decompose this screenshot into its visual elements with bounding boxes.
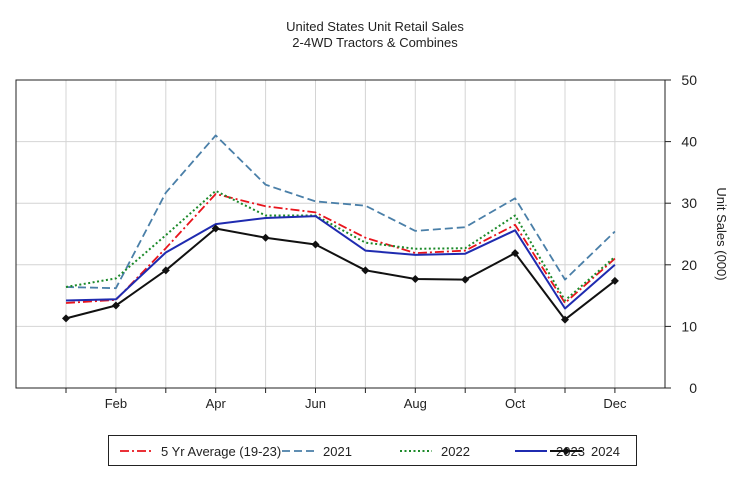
chart-title: United States Unit Retail Sales [286, 19, 464, 34]
legend-swatch [282, 450, 314, 452]
legend-label: 2022 [441, 443, 470, 459]
chart-title-block: United States Unit Retail Sales 2-4WD Tr… [0, 19, 750, 51]
data-point-marker [610, 276, 619, 285]
x-tick-label: Oct [505, 396, 526, 411]
data-point-marker [411, 274, 420, 283]
series-line-2022 [65, 189, 616, 302]
data-point-marker [461, 275, 470, 284]
data-point-marker [311, 240, 320, 249]
series-line-2021 [65, 134, 616, 290]
y-tick-label: 50 [681, 72, 697, 88]
data-point-marker [511, 249, 520, 258]
legend-item: 2021 [281, 442, 352, 460]
legend-swatch [120, 450, 152, 452]
y-tick-label: 40 [681, 134, 697, 150]
y-axis-title: Unit Sales (000) [714, 187, 729, 280]
plot-frame [15, 79, 666, 389]
series-line-5-yr-average-19-23 [65, 193, 616, 304]
data-point-marker [111, 301, 120, 310]
series-line-2024 [65, 227, 616, 321]
data-point-marker [361, 266, 370, 275]
chart-subtitle: 2-4WD Tractors & Combines [292, 35, 458, 50]
data-point-marker [161, 266, 170, 275]
data-point-marker [211, 224, 220, 233]
y-tick-label: 30 [681, 195, 697, 211]
x-tick-label: Feb [105, 396, 127, 411]
chart-legend: 5 Yr Average (19-23) 2021 2022 2023 2024 [108, 435, 637, 466]
data-point-marker [261, 233, 270, 242]
legend-label: 2024 [591, 443, 620, 459]
y-tick-label: 20 [681, 257, 697, 273]
data-point-marker [62, 314, 70, 323]
legend-item: 5 Yr Average (19-23) [119, 442, 281, 460]
legend-swatch [515, 450, 547, 452]
x-tick-label: Dec [603, 396, 627, 411]
legend-item: 2024 [549, 442, 620, 460]
series-line-2023 [65, 215, 616, 310]
legend-label: 2021 [323, 443, 352, 459]
x-tick-label: Jun [305, 396, 326, 411]
legend-item: 2022 [399, 442, 470, 460]
x-tick-label: Aug [404, 396, 427, 411]
y-tick-label: 10 [681, 318, 697, 334]
x-tick-label: Apr [206, 396, 227, 411]
data-point-marker [561, 315, 569, 324]
legend-swatch [550, 447, 582, 455]
legend-label: 5 Yr Average (19-23) [161, 443, 282, 459]
legend-swatch [400, 450, 432, 452]
y-tick-label: 0 [689, 380, 697, 396]
